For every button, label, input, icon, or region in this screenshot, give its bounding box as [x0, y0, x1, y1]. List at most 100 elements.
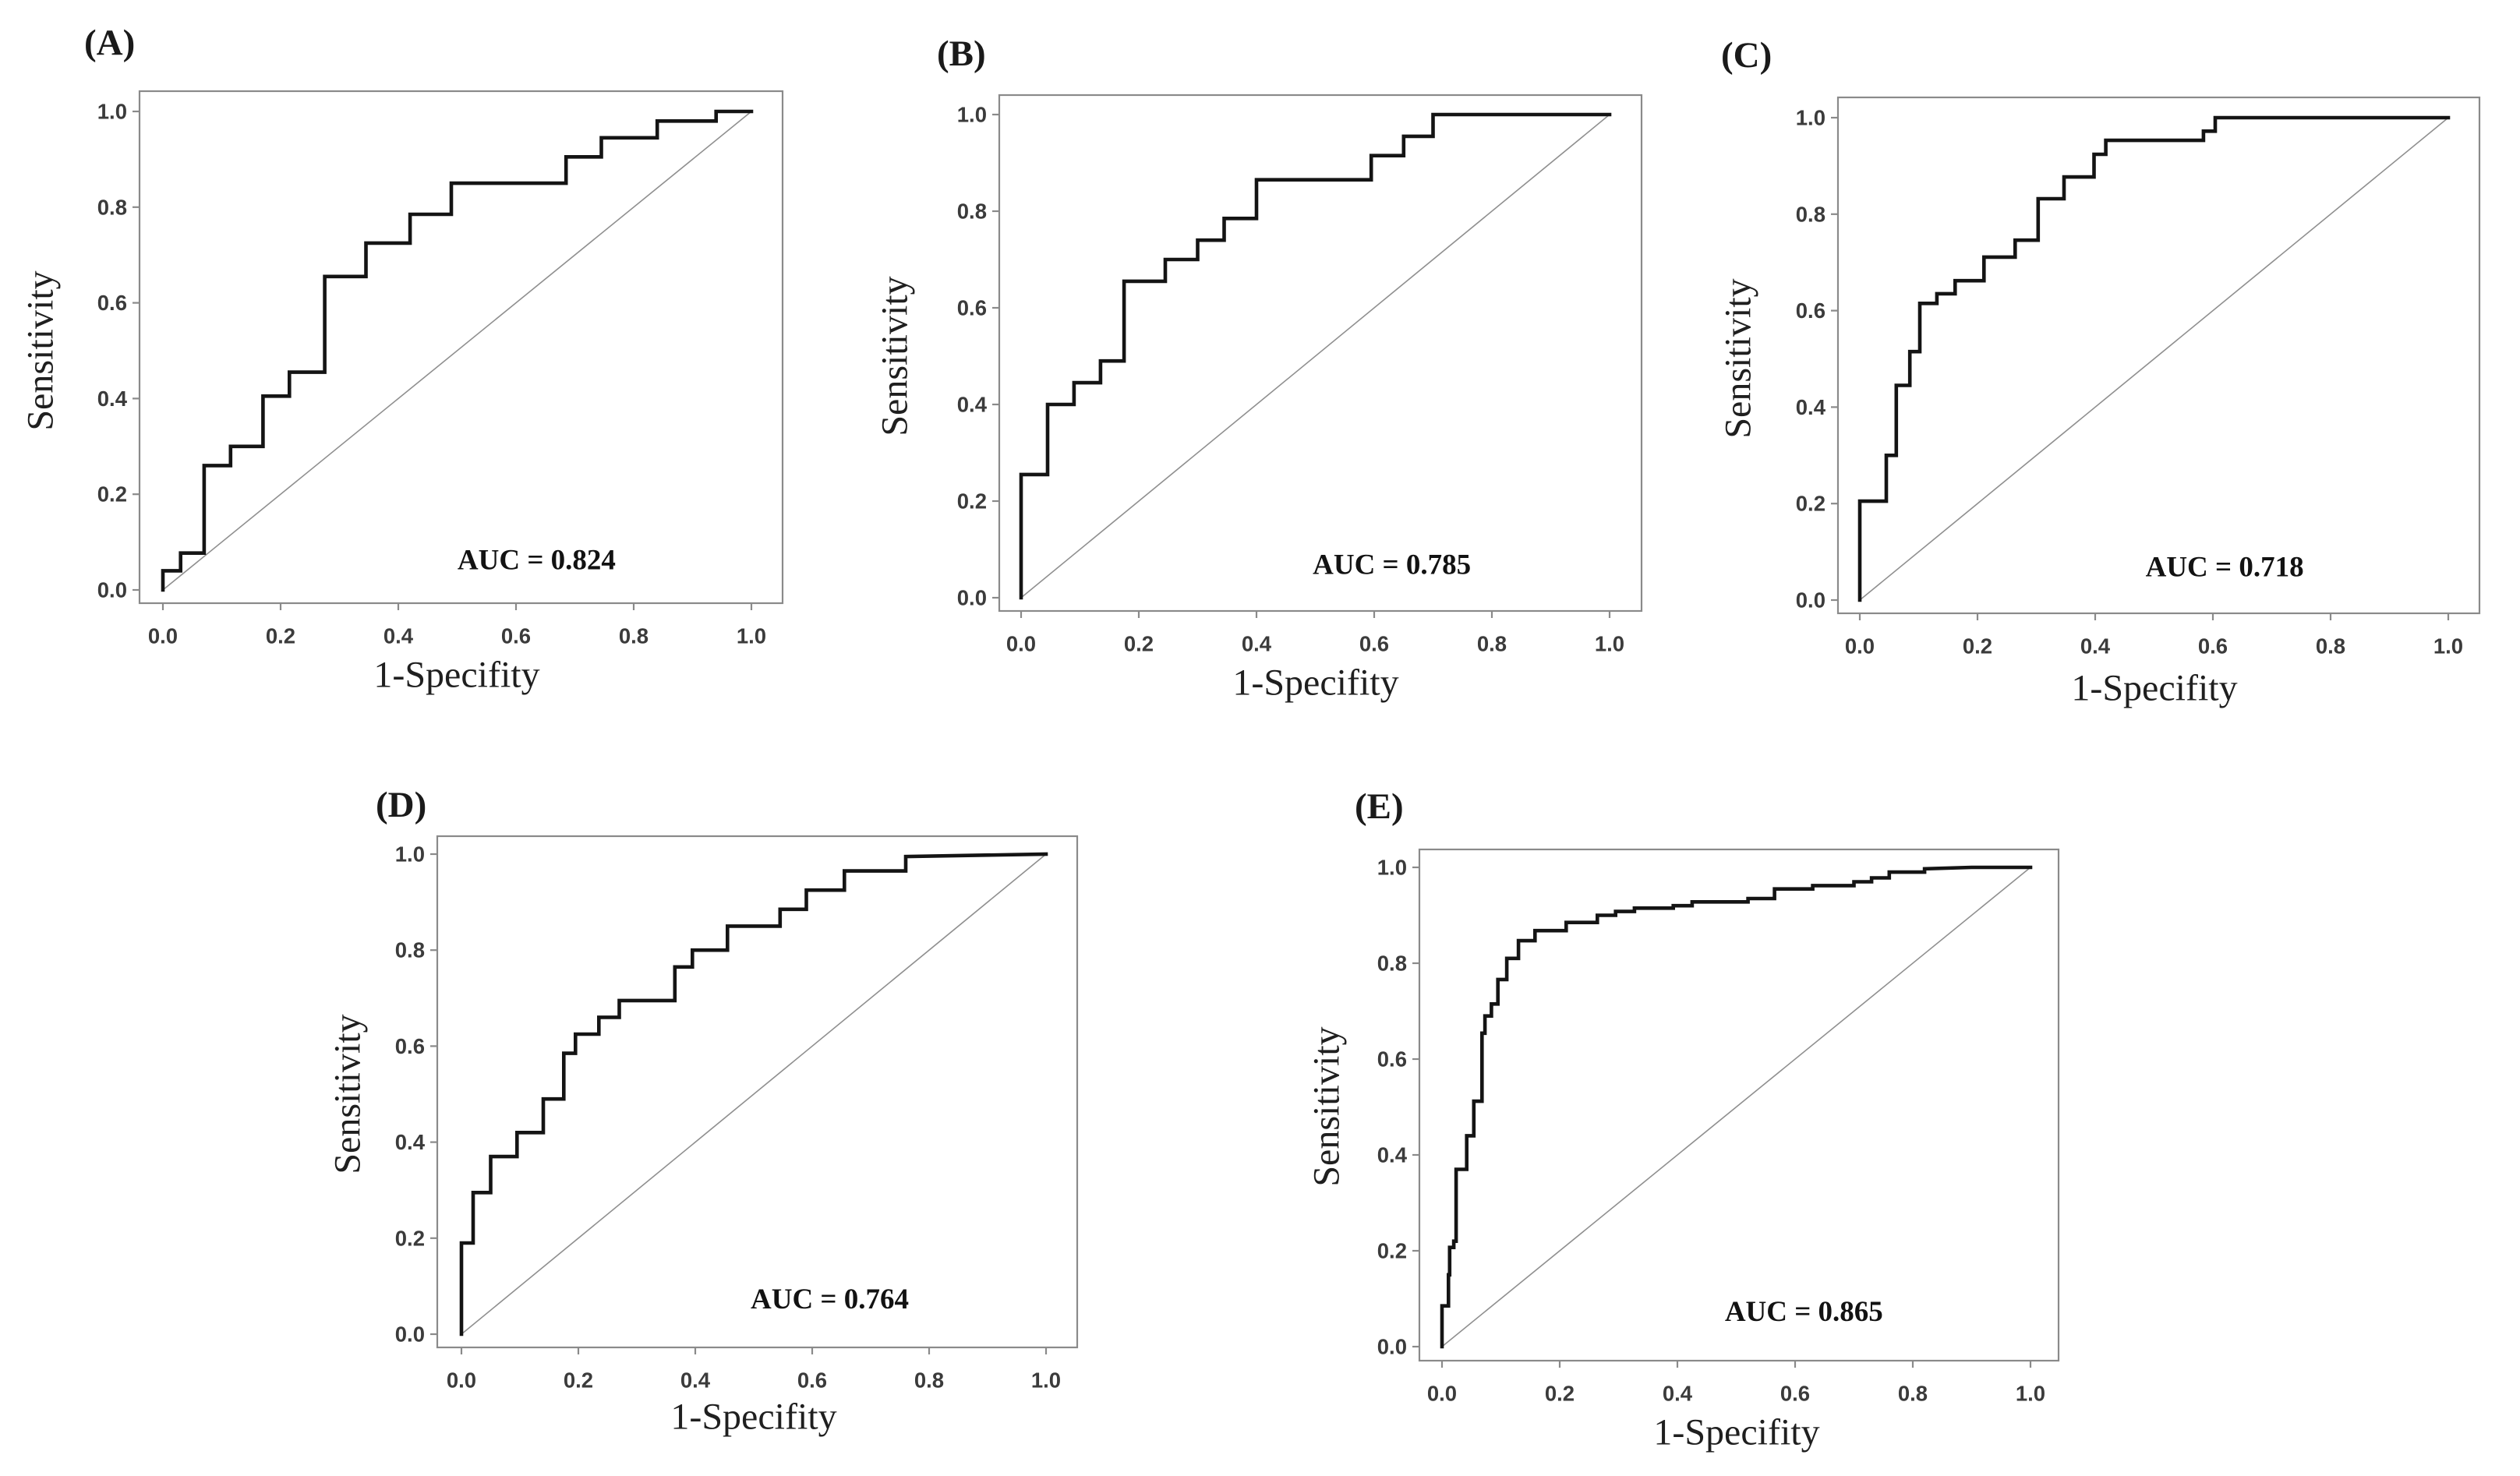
- y-tick-label: 0.2: [395, 1226, 425, 1250]
- auc-annotation: AUC = 0.824: [458, 544, 616, 576]
- x-axis-label: 1-Specifity: [1232, 662, 1398, 704]
- roc-curve: [459, 852, 1048, 1337]
- x-tick-label: 0.4: [1242, 632, 1272, 656]
- roc-curve: [1019, 112, 1612, 600]
- y-tick-label: 0.2: [957, 489, 987, 514]
- y-tick-label: 0.8: [97, 195, 127, 219]
- y-tick-label: 0.4: [957, 393, 988, 417]
- x-axis-label: 1-Specifity: [1653, 1412, 1819, 1453]
- y-tick-label: 0.4: [1796, 395, 1826, 419]
- y-tick-label: 0.4: [97, 387, 128, 411]
- y-tick-label: 0.4: [1377, 1143, 1408, 1167]
- x-tick-label: 0.2: [1124, 632, 1154, 656]
- chance-diagonal-line: [1441, 867, 2031, 1347]
- y-axis-label: Sensitivity: [20, 270, 62, 430]
- roc-chart-e: 0.0 0.2 0.4 0.6 0.8 1.0 0.0 0.2 0.4 0.6 0.8 1.0 AUC …: [1306, 786, 2060, 1453]
- x-tick-label: 0.0: [1006, 632, 1036, 656]
- y-tick-label: 0.8: [1377, 952, 1407, 976]
- chance-diagonal-line: [461, 853, 1047, 1335]
- x-tick-label: 0.0: [1427, 1382, 1457, 1406]
- x-tick-label: 0.6: [1780, 1382, 1810, 1406]
- x-tick-label: 0.4: [383, 624, 414, 648]
- x-tick-label: 1.0: [1595, 632, 1624, 656]
- y-tick-label: 0.0: [1377, 1335, 1407, 1359]
- x-tick-label: 0.4: [2080, 634, 2111, 659]
- y-tick-label: 1.0: [957, 103, 987, 127]
- x-tick-label: 1.0: [2016, 1382, 2045, 1406]
- x-tick-label: 0.4: [680, 1368, 711, 1393]
- x-tick-label: 0.2: [564, 1368, 593, 1393]
- x-tick-label: 0.0: [148, 624, 178, 648]
- x-tick-label: 0.4: [1663, 1382, 1693, 1406]
- y-tick-label: 0.0: [395, 1322, 425, 1347]
- roc-panel-a: 0.0 0.2 0.4 0.6 0.8 1.0 0.0 0.2 0.4 0.6 0.8 1.0 AUC …: [16, 0, 818, 736]
- y-tick-label: 0.6: [97, 291, 127, 315]
- y-tick-label: 0.6: [957, 296, 987, 320]
- plot-box: [138, 90, 784, 605]
- x-tick-label: 0.0: [1845, 634, 1875, 659]
- x-tick-label: 1.0: [1031, 1368, 1061, 1393]
- y-tick-label: 0.2: [1377, 1239, 1407, 1263]
- roc-chart-a: 0.0 0.2 0.4 0.6 0.8 1.0 0.0 0.2 0.4 0.6 0.8 1.0 AUC …: [20, 23, 784, 696]
- plot-box: [998, 94, 1643, 613]
- x-tick-label: 0.6: [1359, 632, 1389, 656]
- panel-label: (D): [376, 785, 426, 825]
- x-axis-label: 1-Specifity: [2071, 668, 2237, 709]
- roc-panel-c: 0.0 0.2 0.4 0.6 0.8 1.0 0.0 0.2 0.4 0.6 0.8 1.0 AUC …: [1676, 0, 2520, 740]
- panel-label: (C): [1721, 35, 1772, 76]
- x-tick-label: 0.0: [447, 1368, 476, 1393]
- x-axis-label: 1-Specifity: [373, 655, 539, 696]
- x-tick-label: 0.6: [2198, 634, 2228, 659]
- y-axis-label: Sensitivity: [1718, 278, 1759, 438]
- plot-box: [436, 835, 1079, 1349]
- roc-curve: [161, 109, 754, 592]
- x-axis-label: 1-Specifity: [670, 1397, 836, 1438]
- x-tick-label: 0.2: [1963, 634, 1992, 659]
- roc-chart-c: 0.0 0.2 0.4 0.6 0.8 1.0 0.0 0.2 0.4 0.6 0.8 1.0 AUC …: [1718, 35, 2481, 709]
- roc-panel-b: 0.0 0.2 0.4 0.6 0.8 1.0 0.0 0.2 0.4 0.6 0.8 1.0 AUC …: [850, 0, 1660, 736]
- x-tick-label: 1.0: [737, 624, 766, 648]
- x-tick-label: 0.8: [619, 624, 649, 648]
- y-tick-label: 1.0: [97, 100, 127, 124]
- y-tick-label: 0.8: [1796, 202, 1825, 226]
- y-tick-label: 0.4: [395, 1130, 426, 1154]
- y-tick-label: 1.0: [1796, 106, 1825, 130]
- plot-box: [1418, 848, 2060, 1362]
- y-tick-label: 0.2: [1796, 492, 1825, 516]
- x-tick-label: 0.2: [266, 624, 295, 648]
- y-axis-label: Sensitivity: [327, 1014, 369, 1174]
- panel-label: (B): [937, 34, 986, 74]
- y-tick-label: 0.6: [395, 1034, 425, 1058]
- x-tick-label: 1.0: [2433, 634, 2463, 659]
- chance-diagonal-line: [1859, 117, 2449, 601]
- auc-annotation: AUC = 0.865: [1725, 1296, 1883, 1328]
- y-tick-label: 0.0: [957, 586, 987, 610]
- x-tick-label: 0.6: [501, 624, 531, 648]
- roc-panel-d: 0.0 0.2 0.4 0.6 0.8 1.0 0.0 0.2 0.4 0.6 0.8 1.0 AUC …: [281, 740, 1095, 1476]
- y-tick-label: 0.0: [1796, 588, 1825, 613]
- chance-diagonal-line: [1020, 114, 1610, 599]
- x-tick-label: 0.6: [797, 1368, 827, 1393]
- y-tick-label: 0.6: [1377, 1047, 1407, 1072]
- x-tick-label: 0.8: [1477, 632, 1507, 656]
- x-tick-label: 0.8: [914, 1368, 944, 1393]
- roc-chart-d: 0.0 0.2 0.4 0.6 0.8 1.0 0.0 0.2 0.4 0.6 0.8 1.0 AUC …: [327, 785, 1079, 1438]
- y-tick-label: 0.0: [97, 578, 127, 602]
- roc-curve: [1857, 115, 2451, 602]
- roc-curve: [1440, 865, 2033, 1349]
- roc-panel-e: 0.0 0.2 0.4 0.6 0.8 1.0 0.0 0.2 0.4 0.6 0.8 1.0 AUC …: [1278, 740, 2108, 1476]
- x-tick-label: 0.8: [2316, 634, 2345, 659]
- panel-label: (A): [84, 23, 135, 63]
- y-tick-label: 0.8: [395, 938, 425, 962]
- plot-box: [1836, 96, 2481, 615]
- chance-diagonal-line: [162, 111, 752, 591]
- y-tick-label: 0.8: [957, 200, 987, 224]
- auc-annotation: AUC = 0.764: [751, 1284, 909, 1315]
- y-tick-label: 1.0: [395, 842, 425, 867]
- x-tick-label: 0.2: [1545, 1382, 1575, 1406]
- y-tick-label: 1.0: [1377, 856, 1407, 880]
- roc-chart-b: 0.0 0.2 0.4 0.6 0.8 1.0 0.0 0.2 0.4 0.6 0.8 1.0 AUC …: [875, 34, 1643, 704]
- auc-annotation: AUC = 0.718: [2146, 551, 2304, 583]
- panel-label: (E): [1355, 786, 1404, 827]
